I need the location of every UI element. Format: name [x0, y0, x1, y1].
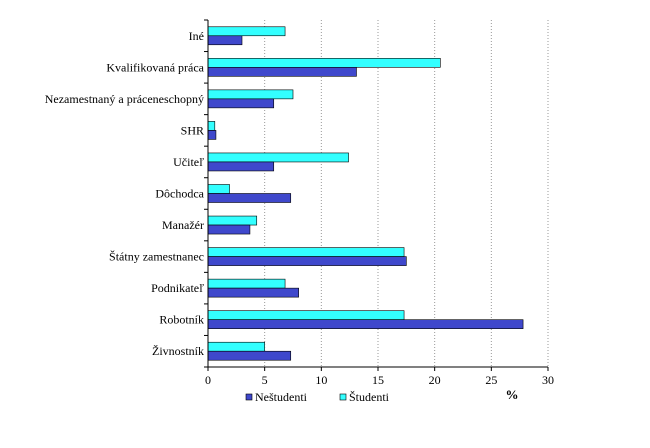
legend-swatch-0 — [245, 393, 253, 401]
category-label: Kvalifikovaná práca — [106, 60, 204, 74]
legend-swatch-1 — [339, 393, 347, 401]
bar-študenti-4 — [207, 215, 258, 226]
x-tick-label: 5 — [262, 373, 268, 387]
bar-študenti-8 — [207, 89, 294, 100]
bar-neštudenti-5 — [207, 193, 292, 203]
legend: Neštudenti Študenti — [245, 390, 390, 404]
bar-neštudenti-7 — [207, 130, 217, 140]
bar-neštudenti-9 — [207, 67, 357, 77]
category-label: Iné — [189, 29, 204, 43]
category-label: Živnostník — [152, 344, 204, 358]
bars — [207, 26, 524, 361]
legend-label-0: Neštudenti — [255, 390, 308, 404]
category-label: Robotník — [159, 313, 204, 327]
bar-študenti-2 — [207, 278, 286, 289]
category-label: Dôchodca — [155, 187, 204, 201]
bar-neštudenti-8 — [207, 98, 275, 109]
x-tick-label: 20 — [429, 373, 441, 387]
bar-študenti-6 — [207, 152, 349, 163]
x-tick-label: 30 — [542, 373, 554, 387]
category-label: SHR — [181, 123, 204, 137]
bar-neštudenti-6 — [207, 161, 275, 172]
category-label: Nezamestnaný a práceneschopný — [45, 92, 204, 106]
category-label: Podnikateľ — [151, 281, 204, 295]
bar-študenti-5 — [207, 184, 230, 194]
x-tick-labels: 0 5 10 15 20 25 30 — [205, 373, 554, 387]
bar-študenti-3 — [207, 247, 405, 257]
bar-študenti-0 — [207, 341, 265, 352]
bar-neštudenti-1 — [207, 319, 524, 329]
category-label: Manažér — [162, 218, 204, 232]
bar-študenti-7 — [207, 121, 216, 131]
x-tick-label: 25 — [485, 373, 497, 387]
gridlines — [264, 20, 549, 367]
bar-študenti-10 — [207, 26, 286, 37]
axes — [204, 19, 549, 371]
bar-neštudenti-10 — [207, 35, 243, 46]
bar-neštudenti-3 — [207, 256, 407, 266]
category-label: Učiteľ — [173, 155, 204, 169]
x-axis-label: % — [506, 387, 519, 402]
x-tick-label: 0 — [205, 373, 211, 387]
x-tick-label: 15 — [372, 373, 384, 387]
category-labels: Živnostník Robotník Podnikateľ Štátny zames… — [45, 29, 205, 358]
bar-neštudenti-4 — [207, 224, 251, 235]
bar-študenti-1 — [207, 310, 405, 320]
bar-študenti-9 — [207, 58, 441, 68]
legend-label-1: Študenti — [349, 390, 390, 404]
category-label: Štátny zamestnanec — [109, 250, 204, 264]
x-tick-label: 10 — [315, 373, 327, 387]
bar-neštudenti-2 — [207, 287, 299, 298]
bar-neštudenti-0 — [207, 350, 292, 361]
